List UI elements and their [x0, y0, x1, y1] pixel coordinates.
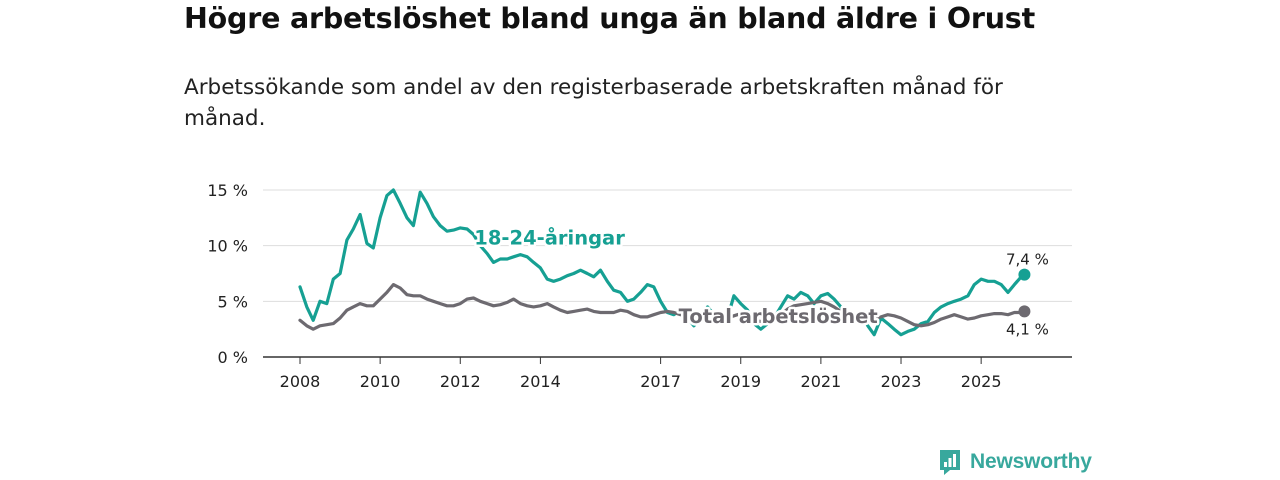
x-tick-label: 2014 — [520, 372, 561, 391]
x-tick-label: 2012 — [440, 372, 481, 391]
line-chart: 0 % 5 % 10 % 15 % 2008 2010 2012 2014 2017 2019 20… — [207, 181, 1072, 391]
series-line-total — [298, 283, 1027, 331]
chart-subtitle: Arbetssökande som andel av den registerb… — [184, 75, 1003, 131]
y-tick-label: 10 % — [207, 237, 248, 256]
y-tick-label: 0 % — [218, 348, 248, 367]
series-line-18-24 — [298, 188, 1027, 337]
x-tick-label: 2017 — [640, 372, 681, 391]
y-tick-label: 15 % — [207, 181, 248, 200]
x-tick-label: 2019 — [720, 372, 761, 391]
y-tick-label: 5 % — [218, 292, 248, 311]
x-tick-label: 2010 — [360, 372, 401, 391]
series-label-total: Total arbetslöshet — [679, 305, 878, 328]
end-marker-total — [1018, 305, 1031, 318]
end-label-total: 4,1 % — [1006, 320, 1049, 338]
x-tick-label: 2021 — [801, 372, 842, 391]
x-tick-label: 2025 — [961, 372, 1002, 391]
newsworthy-logo-text: Newsworthy — [970, 450, 1092, 473]
x-tick-label: 2008 — [280, 372, 321, 391]
end-marker-18-24 — [1018, 268, 1031, 281]
x-tick-label: 2023 — [881, 372, 922, 391]
newsworthy-logo: Newsworthy — [938, 448, 1092, 476]
end-label-18-24: 7,4 % — [1006, 251, 1049, 269]
series-label-18-24: 18-24-åringar — [474, 225, 625, 249]
chart-title: Högre arbetslöshet bland unga än bland ä… — [184, 2, 1035, 35]
newsworthy-logo-icon — [940, 450, 960, 475]
